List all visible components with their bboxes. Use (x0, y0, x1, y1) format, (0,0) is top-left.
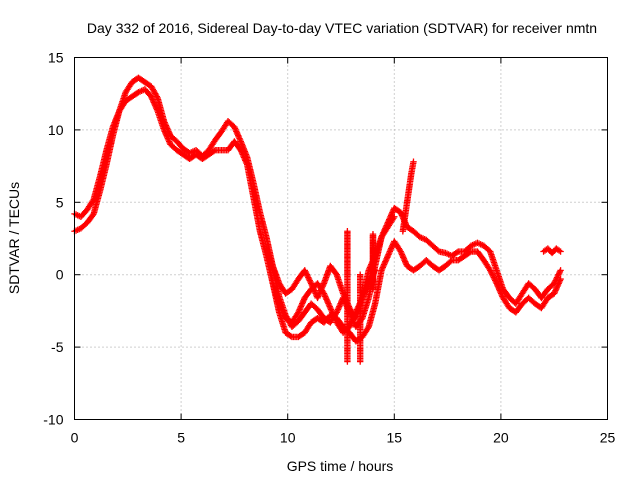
data-point (305, 275, 313, 283)
grid (74, 57, 608, 420)
x-tick-label: 20 (493, 430, 509, 446)
data-point (492, 277, 499, 284)
data-point (410, 158, 417, 165)
data-point (555, 270, 563, 277)
plot-area (71, 74, 564, 365)
x-tick-label: 25 (600, 430, 616, 446)
chart-title: Day 332 of 2016, Sidereal Day-to-day VTE… (87, 20, 597, 36)
data-point (287, 332, 294, 340)
data-point (555, 271, 562, 278)
data-point (301, 267, 308, 274)
data-point (153, 93, 161, 100)
data-point (303, 271, 311, 278)
data-point (453, 249, 461, 256)
x-axis-label: GPS time / hours (287, 458, 394, 474)
data-point (492, 278, 500, 286)
data-point (487, 268, 495, 276)
y-tick-label: -10 (43, 412, 63, 428)
y-tick-label: 5 (56, 194, 64, 210)
plot-frame (74, 57, 608, 420)
data-point (489, 272, 497, 280)
y-tick-label: 10 (48, 122, 64, 138)
data-point (487, 267, 494, 274)
data-point (557, 275, 564, 283)
data-point (553, 274, 561, 281)
data-point (556, 268, 564, 276)
data-point (369, 285, 377, 293)
data-point (488, 270, 495, 277)
data-point (305, 274, 312, 281)
ticks: 0 5 10 15 20 25 -10 -5 0 5 10 15 (43, 50, 615, 446)
data-point (557, 248, 564, 255)
data-point (344, 228, 351, 235)
data-point (306, 277, 313, 284)
data-point (489, 271, 496, 278)
data-point (210, 147, 218, 155)
data-point (447, 258, 454, 265)
y-axis-label: SDTVAR / TECUs (6, 182, 22, 294)
data-point (302, 268, 309, 276)
data-point (557, 267, 564, 274)
data-point (89, 211, 96, 219)
y-tick-label: -5 (51, 339, 64, 355)
data-point (555, 247, 563, 254)
x-tick-label: 10 (280, 430, 296, 446)
data-point (356, 271, 364, 278)
data-point (490, 274, 497, 281)
data-point (466, 249, 473, 256)
data-point (302, 270, 310, 277)
data-point (364, 325, 372, 332)
y-tick-label: 0 (56, 267, 64, 283)
y-tick-label: 15 (48, 50, 64, 66)
data-point (307, 278, 314, 286)
data-point (390, 215, 397, 222)
x-tick-label: 5 (177, 430, 185, 446)
x-tick-label: 0 (71, 430, 79, 446)
data-point (332, 270, 340, 277)
data-point (491, 275, 498, 283)
data-point (304, 272, 311, 280)
data-point (391, 213, 398, 220)
data-point (89, 197, 96, 205)
x-tick-label: 15 (387, 430, 403, 446)
data-point (554, 272, 561, 280)
